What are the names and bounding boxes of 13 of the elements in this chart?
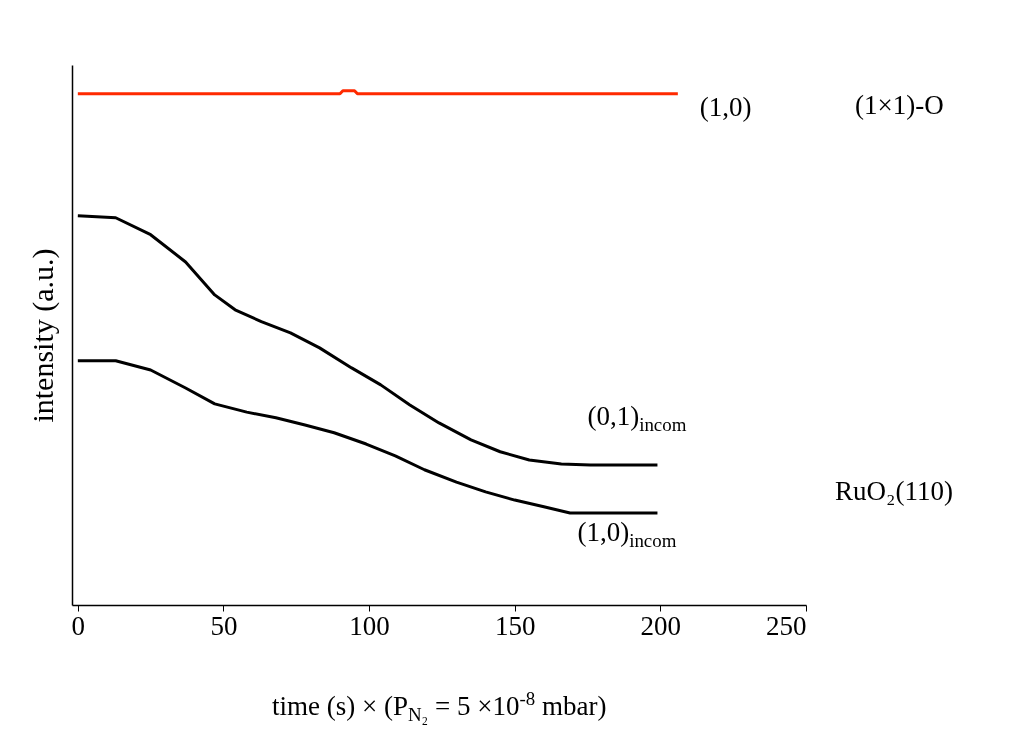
text: (1×1)-O bbox=[855, 90, 944, 120]
x-tick-label: 150 bbox=[494, 610, 536, 641]
series-label: (1,0)$_{incom}$ bbox=[577, 516, 677, 552]
x-tick-label: 50 bbox=[210, 610, 238, 641]
series-label: (1,0) bbox=[699, 91, 752, 122]
x-tick-label: 200 bbox=[640, 610, 682, 641]
text: RuO₂(110) bbox=[835, 476, 953, 506]
x-tick-label: 100 bbox=[349, 610, 390, 641]
y-axis-title: intensity (a.u.) bbox=[25, 248, 60, 423]
x-tick-label: 250 bbox=[766, 610, 807, 641]
x-axis-title: time (s) × (P$_{N₂}$ = 5 ×10$^{-8}$ mbar) bbox=[272, 688, 607, 726]
series-label: (0,1)$_{incom}$ bbox=[587, 401, 687, 436]
x-tick-label: 0 bbox=[71, 610, 86, 641]
